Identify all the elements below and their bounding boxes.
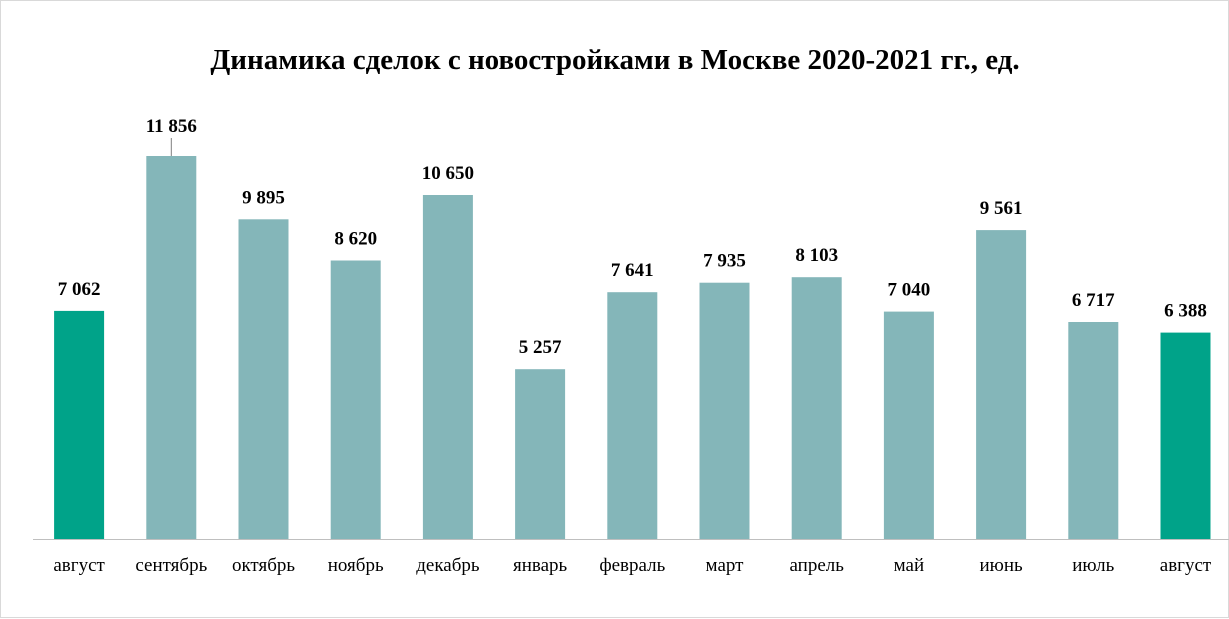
tick-label-5: январь <box>513 555 568 576</box>
tick-label-8: апрель <box>789 555 844 576</box>
value-label-8: 8 103 <box>795 245 838 266</box>
tick-labels-layer: август сентябрь октябрь ноябрь декабрь январь… <box>53 555 1212 576</box>
value-label-2: 9 895 <box>242 187 285 208</box>
tick-label-12: август <box>1160 555 1212 576</box>
bar-10 <box>976 230 1027 539</box>
bar-12 <box>1160 332 1211 539</box>
value-label-9: 7 040 <box>888 280 931 301</box>
value-label-6: 7 641 <box>611 260 654 281</box>
value-label-10: 9 561 <box>980 198 1023 219</box>
bar-11 <box>1068 322 1119 539</box>
tick-label-9: май <box>894 555 925 576</box>
tick-label-11: июль <box>1072 555 1114 576</box>
tick-label-6: февраль <box>599 555 665 576</box>
bars-layer <box>54 156 1211 540</box>
bar-5 <box>515 369 566 539</box>
value-label-12: 6 388 <box>1164 301 1207 322</box>
tick-label-4: декабрь <box>416 555 480 576</box>
tick-label-1: сентябрь <box>135 555 207 576</box>
tick-label-3: ноябрь <box>328 555 384 576</box>
bar-3 <box>330 260 381 539</box>
bar-1 <box>146 156 197 539</box>
tick-label-7: март <box>706 555 745 576</box>
value-label-3: 8 620 <box>334 229 377 250</box>
bar-2 <box>238 219 289 540</box>
bar-6 <box>607 292 658 539</box>
value-label-4: 10 650 <box>422 163 474 184</box>
value-labels-layer: 7 062 11 856 9 895 8 620 10 650 5 257 7 641 7 9… <box>58 116 1207 358</box>
tick-label-10: июнь <box>979 555 1023 576</box>
bar-4 <box>422 195 473 539</box>
value-label-7: 7 935 <box>703 251 746 272</box>
bar-0 <box>54 310 105 539</box>
bar-8 <box>791 277 842 539</box>
value-label-1: 11 856 <box>146 116 197 137</box>
tick-label-0: август <box>53 555 105 576</box>
chart-title: Динамика сделок с новостройками в Москве… <box>210 44 1019 76</box>
value-label-0: 7 062 <box>58 279 101 300</box>
value-label-11: 6 717 <box>1072 290 1115 311</box>
value-label-5: 5 257 <box>519 337 562 358</box>
tick-label-2: октябрь <box>232 555 295 576</box>
bar-7 <box>699 282 750 539</box>
bar-9 <box>883 311 934 539</box>
